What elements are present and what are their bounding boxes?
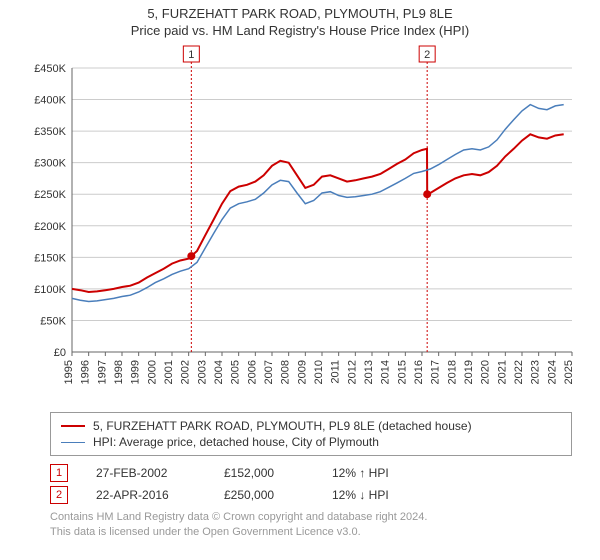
svg-text:2009: 2009: [296, 360, 308, 384]
sale-date: 22-APR-2016: [96, 488, 196, 502]
svg-text:£100K: £100K: [34, 284, 66, 296]
svg-text:2021: 2021: [496, 360, 508, 384]
footer-line2: This data is licensed under the Open Gov…: [50, 525, 600, 540]
sale-price: £152,000: [224, 466, 304, 480]
svg-text:2015: 2015: [396, 360, 408, 384]
svg-text:2022: 2022: [513, 360, 525, 384]
sale-row: 1 27-FEB-2002 £152,000 12% ↑ HPI: [50, 464, 600, 482]
svg-text:2016: 2016: [413, 360, 425, 384]
svg-text:2008: 2008: [280, 360, 292, 384]
svg-text:2012: 2012: [346, 360, 358, 384]
svg-text:2018: 2018: [446, 360, 458, 384]
footer-attribution: Contains HM Land Registry data © Crown c…: [50, 510, 600, 540]
legend-label: 5, FURZEHATT PARK ROAD, PLYMOUTH, PL9 8L…: [93, 419, 472, 433]
svg-text:2003: 2003: [196, 360, 208, 384]
svg-text:£250K: £250K: [34, 189, 66, 201]
svg-text:1995: 1995: [63, 360, 75, 384]
chart-titles: 5, FURZEHATT PARK ROAD, PLYMOUTH, PL9 8L…: [0, 0, 600, 38]
chart-area: £0 £50K £100K £150K £200K £250K £300K £350K £400…: [20, 44, 580, 404]
svg-text:£0: £0: [54, 347, 66, 359]
svg-text:2005: 2005: [230, 360, 242, 384]
sale-delta: 12% ↓ HPI: [332, 488, 432, 502]
svg-text:2020: 2020: [480, 360, 492, 384]
svg-text:£350K: £350K: [34, 126, 66, 138]
svg-text:1998: 1998: [113, 360, 125, 384]
chart-svg: £0 £50K £100K £150K £200K £250K £300K £350K £400…: [20, 44, 580, 404]
svg-text:£300K: £300K: [34, 158, 66, 170]
svg-text:2: 2: [424, 49, 430, 61]
svg-text:1999: 1999: [130, 360, 142, 384]
svg-text:2024: 2024: [546, 360, 558, 384]
svg-text:2025: 2025: [563, 360, 575, 384]
svg-text:2023: 2023: [530, 360, 542, 384]
legend-label: HPI: Average price, detached house, City…: [93, 435, 379, 449]
svg-text:2014: 2014: [380, 360, 392, 384]
svg-text:2017: 2017: [430, 360, 442, 384]
sale-delta: 12% ↑ HPI: [332, 466, 432, 480]
svg-text:2000: 2000: [146, 360, 158, 384]
svg-text:£50K: £50K: [40, 315, 66, 327]
legend-item: 5, FURZEHATT PARK ROAD, PLYMOUTH, PL9 8L…: [61, 419, 561, 433]
svg-text:2002: 2002: [180, 360, 192, 384]
sale-marker: 2: [50, 486, 68, 504]
svg-text:2010: 2010: [313, 360, 325, 384]
sale-row: 2 22-APR-2016 £250,000 12% ↓ HPI: [50, 486, 600, 504]
legend-swatch: [61, 425, 85, 427]
svg-text:1: 1: [188, 49, 194, 61]
title-subtitle: Price paid vs. HM Land Registry's House …: [0, 23, 600, 38]
svg-text:£150K: £150K: [34, 252, 66, 264]
sale-price: £250,000: [224, 488, 304, 502]
svg-text:1997: 1997: [96, 360, 108, 384]
legend-swatch: [61, 442, 85, 443]
svg-text:£400K: £400K: [34, 95, 66, 107]
footer-line1: Contains HM Land Registry data © Crown c…: [50, 510, 600, 525]
svg-text:2001: 2001: [163, 360, 175, 384]
svg-text:1996: 1996: [80, 360, 92, 384]
sale-date: 27-FEB-2002: [96, 466, 196, 480]
svg-text:£200K: £200K: [34, 221, 66, 233]
svg-text:2004: 2004: [213, 360, 225, 384]
title-address: 5, FURZEHATT PARK ROAD, PLYMOUTH, PL9 8L…: [0, 6, 600, 21]
legend: 5, FURZEHATT PARK ROAD, PLYMOUTH, PL9 8L…: [50, 412, 572, 456]
sale-marker: 1: [50, 464, 68, 482]
svg-text:2013: 2013: [363, 360, 375, 384]
svg-text:2007: 2007: [263, 360, 275, 384]
svg-text:2006: 2006: [246, 360, 258, 384]
sales-table: 1 27-FEB-2002 £152,000 12% ↑ HPI 2 22-APR-201…: [50, 464, 600, 504]
legend-item: HPI: Average price, detached house, City…: [61, 435, 561, 449]
svg-text:£450K: £450K: [34, 63, 66, 75]
svg-text:2019: 2019: [463, 360, 475, 384]
svg-text:2011: 2011: [330, 360, 342, 384]
